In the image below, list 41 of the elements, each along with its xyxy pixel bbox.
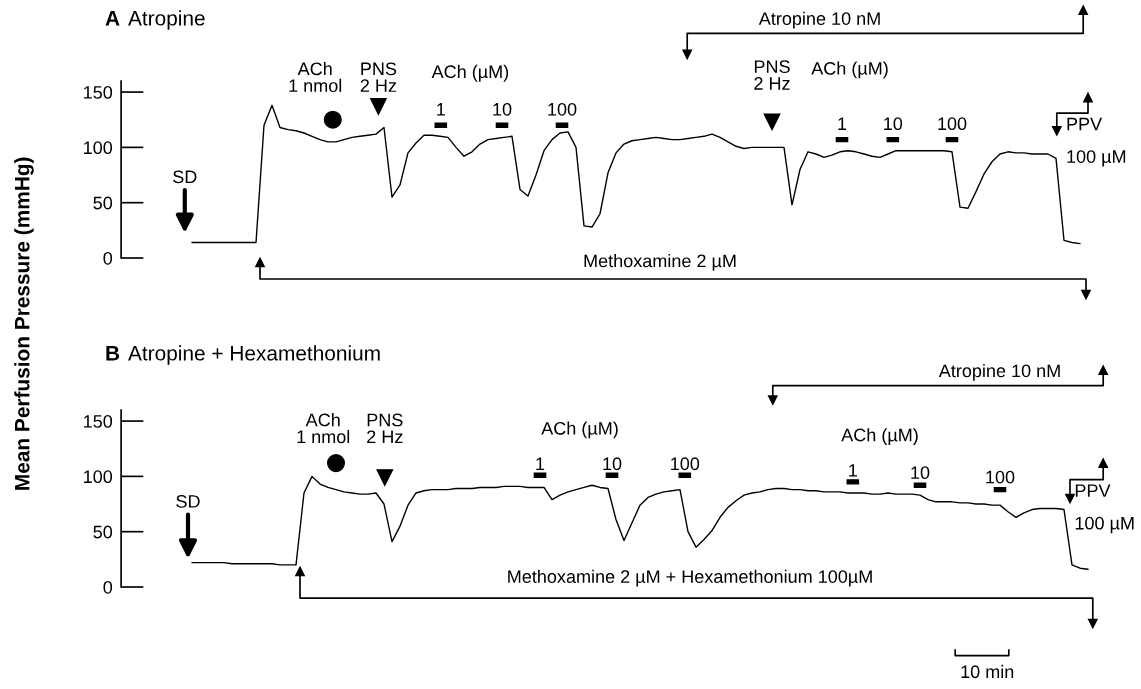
y-tick-label: 150	[84, 86, 113, 99]
annotation: 100	[548, 102, 577, 116]
annotation: 100	[986, 470, 1015, 484]
y-tick-label: 0	[103, 251, 113, 265]
y-tick-label: 100	[84, 470, 113, 484]
annotation: ACh 1 nmol	[297, 413, 350, 444]
text: 10 min	[961, 664, 1014, 679]
annotation: 10	[493, 102, 512, 116]
annotation: 1	[849, 464, 857, 477]
annotation: ACh (µM)	[841, 428, 918, 445]
chart-title: A Atropine	[105, 10, 205, 30]
annotation: PNS 2 Hz	[360, 62, 397, 92]
text: ACh (µM)	[811, 61, 888, 79]
text: Atropine 10 nM	[758, 11, 880, 29]
annotation: ACh 1 nmol	[289, 61, 342, 93]
annotation: PNS 2 Hz	[754, 60, 790, 90]
annotation: SD	[176, 494, 200, 508]
y-tick-label: 150	[84, 415, 113, 428]
annotation: PNS 2 Hz	[367, 413, 403, 443]
annotation: ACh (µM)	[431, 64, 509, 82]
y-tick-label: 50	[93, 525, 113, 539]
annotation: PPV 100 µM	[1075, 484, 1134, 534]
annotation: Methoxamine 2 µM	[584, 254, 736, 271]
annotation: 100	[671, 457, 700, 471]
text: Atropine 10 nM	[938, 363, 1060, 381]
y-tick-label: 0	[103, 580, 113, 594]
annotation: Methoxamine 2 µM + Hexamethonium 100µM	[508, 569, 872, 587]
annotation: 10	[911, 466, 930, 480]
annotation: 10	[603, 457, 622, 471]
annotation: 10	[884, 117, 903, 131]
annotation: 1	[838, 117, 847, 130]
annotation: SD	[173, 170, 197, 184]
annotation: 1	[536, 457, 545, 470]
annotation: 100	[938, 117, 967, 131]
annotation: 1	[437, 103, 445, 116]
y-tick-label: 50	[93, 196, 113, 210]
annotation: ACh (µM)	[541, 421, 618, 439]
chart-title: B Atropine + Hexamethonium	[106, 345, 380, 365]
y-tick-label: 100	[84, 141, 113, 155]
annotation: PPV 100 µM	[1067, 117, 1126, 167]
y-axis-title: Mean Perfusion Pressure (mmHg)	[14, 157, 34, 490]
